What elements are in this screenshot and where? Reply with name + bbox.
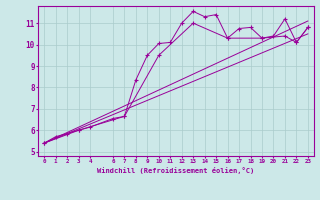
X-axis label: Windchill (Refroidissement éolien,°C): Windchill (Refroidissement éolien,°C) (97, 167, 255, 174)
